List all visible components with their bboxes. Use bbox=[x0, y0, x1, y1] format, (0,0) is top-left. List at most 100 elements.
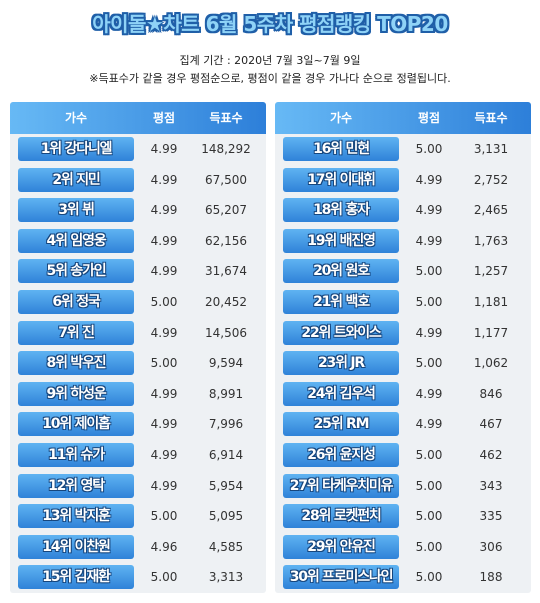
singer-name: 10위 제이홉 bbox=[18, 412, 134, 437]
singer-name: 25위 RM bbox=[283, 412, 399, 437]
rating-cell: 4.99 bbox=[150, 203, 178, 218]
header-rating: 평점 bbox=[417, 111, 441, 125]
rating-cell: 5.00 bbox=[415, 142, 443, 156]
singer-name: 13위 박지훈 bbox=[18, 504, 134, 529]
votes-cell: 4,585 bbox=[208, 539, 244, 554]
singer-name: 26위 윤지성 bbox=[283, 443, 399, 467]
votes-cell: 335 bbox=[479, 509, 503, 524]
rating-cell: 5.00 bbox=[415, 478, 443, 493]
rating-cell: 4.99 bbox=[415, 233, 443, 248]
table-row: 11위 슈가 4.99 6,914 bbox=[10, 440, 266, 470]
singer-name: 28위 로켓펀치 bbox=[283, 504, 399, 529]
singer-name: 11위 슈가 bbox=[18, 443, 134, 467]
table-row: 5위 송가인 4.99 31,674 bbox=[10, 256, 266, 286]
singer-name: 19위 배진영 bbox=[283, 228, 399, 253]
table-row: 12위 영탁 4.99 5,954 bbox=[10, 471, 266, 501]
ranking-table-right: 가수 평점 득표수 16위 민현 5.00 3,131 17위 이대휘 4.99 2,75… bbox=[275, 102, 531, 593]
votes-cell: 20,452 bbox=[205, 295, 247, 309]
rating-cell: 5.00 bbox=[415, 264, 443, 279]
singer-name: 4위 임영웅 bbox=[18, 228, 134, 253]
table-row: 30위 프로미스나인 5.00 188 bbox=[275, 562, 531, 592]
votes-cell: 2,752 bbox=[473, 172, 509, 187]
ranking-table-left: 가수 평점 득표수 1위 강다니엘 4.99 148,292 2위 지민 4.99 67,… bbox=[10, 102, 266, 593]
votes-cell: 1,177 bbox=[473, 325, 509, 340]
table-row: 28위 로켓펀치 5.00 335 bbox=[275, 501, 531, 531]
rating-cell: 4.99 bbox=[150, 478, 178, 493]
singer-name: 8위 박우진 bbox=[18, 351, 134, 376]
singer-name: 1위 강다니엘 bbox=[18, 137, 134, 161]
votes-cell: 62,156 bbox=[205, 233, 247, 248]
rating-cell: 4.99 bbox=[415, 325, 443, 340]
votes-cell: 31,674 bbox=[205, 264, 247, 279]
table-row: 8위 박우진 5.00 9,594 bbox=[10, 348, 266, 378]
rating-cell: 4.99 bbox=[150, 233, 178, 248]
table-row: 15위 김재환 5.00 3,313 bbox=[10, 562, 266, 592]
singer-name: 9위 하성운 bbox=[18, 381, 134, 406]
singer-name: 5위 송가인 bbox=[18, 259, 134, 284]
singer-name: 16위 민현 bbox=[283, 137, 399, 161]
singer-name: 29위 안유진 bbox=[283, 534, 399, 559]
collection-period: 집계 기간 : 2020년 7월 3일~7월 9일 bbox=[179, 54, 361, 67]
table-row: 29위 안유진 5.00 306 bbox=[275, 532, 531, 562]
table-row: 2위 지민 4.99 67,500 bbox=[10, 165, 266, 195]
rating-cell: 4.96 bbox=[150, 539, 178, 554]
table-header: 가수 평점 득표수 bbox=[10, 102, 266, 134]
rating-cell: 5.00 bbox=[150, 509, 178, 524]
singer-name: 17위 이대휘 bbox=[283, 167, 399, 192]
sorting-note: ※득표수가 같을 경우 평점순으로, 평점이 같을 경우 가나다 순으로 정렬됩… bbox=[89, 72, 451, 85]
singer-name: 22위 트와이스 bbox=[283, 320, 399, 345]
header-singer: 가수 bbox=[64, 111, 88, 125]
rating-cell: 4.99 bbox=[150, 142, 178, 156]
rating-cell: 5.00 bbox=[150, 356, 178, 371]
votes-cell: 188 bbox=[479, 570, 503, 585]
header-votes: 득표수 bbox=[474, 111, 508, 125]
table-row: 24위 김우석 4.99 846 bbox=[275, 379, 531, 409]
votes-cell: 65,207 bbox=[205, 203, 247, 218]
singer-name: 27위 타케우치미유 bbox=[283, 473, 399, 498]
table-row: 27위 타케우치미유 5.00 343 bbox=[275, 471, 531, 501]
table-row: 21위 백호 5.00 1,181 bbox=[275, 287, 531, 317]
rating-cell: 4.99 bbox=[150, 448, 178, 462]
header-rating: 평점 bbox=[152, 111, 176, 125]
votes-cell: 306 bbox=[479, 539, 503, 554]
singer-name: 6위 정국 bbox=[18, 290, 134, 314]
table-row: 14위 이찬원 4.96 4,585 bbox=[10, 532, 266, 562]
votes-cell: 467 bbox=[479, 417, 503, 432]
votes-cell: 846 bbox=[479, 386, 503, 401]
votes-cell: 6,914 bbox=[208, 448, 244, 462]
rating-cell: 5.00 bbox=[415, 356, 443, 371]
votes-cell: 462 bbox=[479, 448, 503, 462]
votes-cell: 1,062 bbox=[473, 356, 509, 371]
table-row: 19위 배진영 4.99 1,763 bbox=[275, 226, 531, 256]
table-row: 17위 이대휘 4.99 2,752 bbox=[275, 165, 531, 195]
rating-cell: 4.99 bbox=[415, 172, 443, 187]
votes-cell: 2,465 bbox=[473, 203, 509, 218]
rating-cell: 5.00 bbox=[415, 509, 443, 524]
table-row: 7위 진 4.99 14,506 bbox=[10, 318, 266, 348]
table-row: 9위 하성운 4.99 8,991 bbox=[10, 379, 266, 409]
singer-name: 14위 이찬원 bbox=[18, 534, 134, 559]
votes-cell: 1,763 bbox=[473, 233, 509, 248]
singer-name: 3위 뷔 bbox=[18, 198, 134, 223]
table-row: 23위 JR 5.00 1,062 bbox=[275, 348, 531, 378]
singer-name: 15위 김재환 bbox=[18, 565, 134, 590]
votes-cell: 67,500 bbox=[205, 172, 247, 187]
rating-cell: 4.99 bbox=[150, 325, 178, 340]
votes-cell: 9,594 bbox=[208, 356, 244, 371]
rating-cell: 5.00 bbox=[415, 295, 443, 309]
table-row: 20위 원호 5.00 1,257 bbox=[275, 256, 531, 286]
rating-cell: 4.99 bbox=[415, 386, 443, 401]
rating-cell: 5.00 bbox=[150, 570, 178, 585]
singer-name: 18위 홍자 bbox=[283, 198, 399, 223]
table-row: 4위 임영웅 4.99 62,156 bbox=[10, 226, 266, 256]
singer-name: 24위 김우석 bbox=[283, 381, 399, 406]
votes-cell: 3,313 bbox=[208, 570, 244, 585]
rating-cell: 5.00 bbox=[415, 448, 443, 462]
votes-cell: 148,292 bbox=[201, 142, 251, 156]
table-header: 가수 평점 득표수 bbox=[275, 102, 531, 134]
table-row: 6위 정국 5.00 20,452 bbox=[10, 287, 266, 317]
table-row: 13위 박지훈 5.00 5,095 bbox=[10, 501, 266, 531]
singer-name: 12위 영탁 bbox=[18, 473, 134, 498]
rating-cell: 5.00 bbox=[415, 539, 443, 554]
votes-cell: 343 bbox=[479, 478, 503, 493]
